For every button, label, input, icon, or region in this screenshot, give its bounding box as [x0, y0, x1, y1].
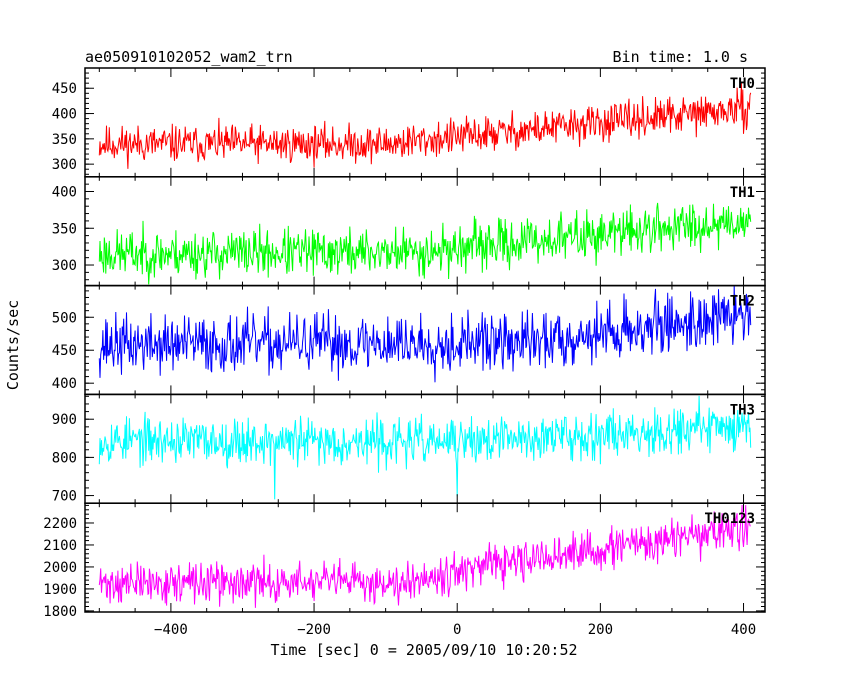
y-tick-label: 400: [52, 185, 77, 201]
y-tick-label: 450: [52, 343, 77, 359]
y-tick-label: 2000: [43, 560, 77, 576]
series-line-th0: [98, 82, 752, 169]
panel-label: TH1: [730, 185, 755, 201]
y-tick-label: 900: [52, 412, 77, 428]
panel-th0123: 1800 1900 2000 2100 2200 TH0123: [43, 502, 766, 620]
y-tick-label: 350: [52, 132, 77, 148]
y-tick-label: 350: [52, 221, 77, 237]
panel-stack: 300 350 400 450 TH0 300 350 400 TH1 400 450 500 TH2 7…: [43, 67, 766, 638]
panel-label: TH2: [730, 294, 755, 310]
y-tick-label: 1800: [43, 604, 77, 620]
y-tick-label: 450: [52, 81, 77, 97]
y-tick-label: 700: [52, 489, 77, 505]
panel-th2: 400 450 500 TH2: [52, 284, 766, 396]
series-line-th0123: [98, 504, 751, 608]
plot-title: ae050910102052_wam2_trn: [85, 48, 293, 66]
panel-label: TH0: [730, 76, 755, 92]
series-line-th1: [98, 202, 752, 285]
y-tick-label: 400: [52, 107, 77, 123]
y-tick-label: 2200: [43, 516, 77, 532]
x-axis-label: Time [sec] 0 = 2005/09/10 10:20:52: [270, 641, 577, 659]
y-tick-label: 2100: [43, 538, 77, 554]
x-tick-label: −400: [154, 622, 188, 638]
panel-th0: 300 350 400 450 TH0: [52, 67, 766, 178]
panel-th1: 300 350 400 TH1: [52, 176, 766, 287]
panel-label: TH0123: [704, 511, 755, 527]
y-tick-label: 300: [52, 157, 77, 173]
y-tick-label: 800: [52, 450, 77, 466]
y-tick-label: 500: [52, 310, 77, 326]
series-line-th3: [98, 395, 752, 500]
x-tick-label: 200: [588, 622, 613, 638]
panel-frame: [84, 502, 766, 613]
x-tick-label: 0: [453, 622, 461, 638]
panel-frame: [84, 393, 766, 504]
y-axis-label: Counts/sec: [4, 300, 22, 390]
bin-time-label: Bin time: 1.0 s: [613, 48, 748, 66]
y-tick-label: 300: [52, 258, 77, 274]
y-tick-label: 1900: [43, 582, 77, 598]
panel-label: TH3: [730, 402, 755, 418]
x-tick-label: 400: [731, 622, 756, 638]
x-tick-label: −200: [297, 622, 331, 638]
series-line-th2: [98, 285, 752, 383]
y-tick-label: 400: [52, 376, 77, 392]
panel-th3: 700 800 900 TH3: [52, 393, 766, 505]
